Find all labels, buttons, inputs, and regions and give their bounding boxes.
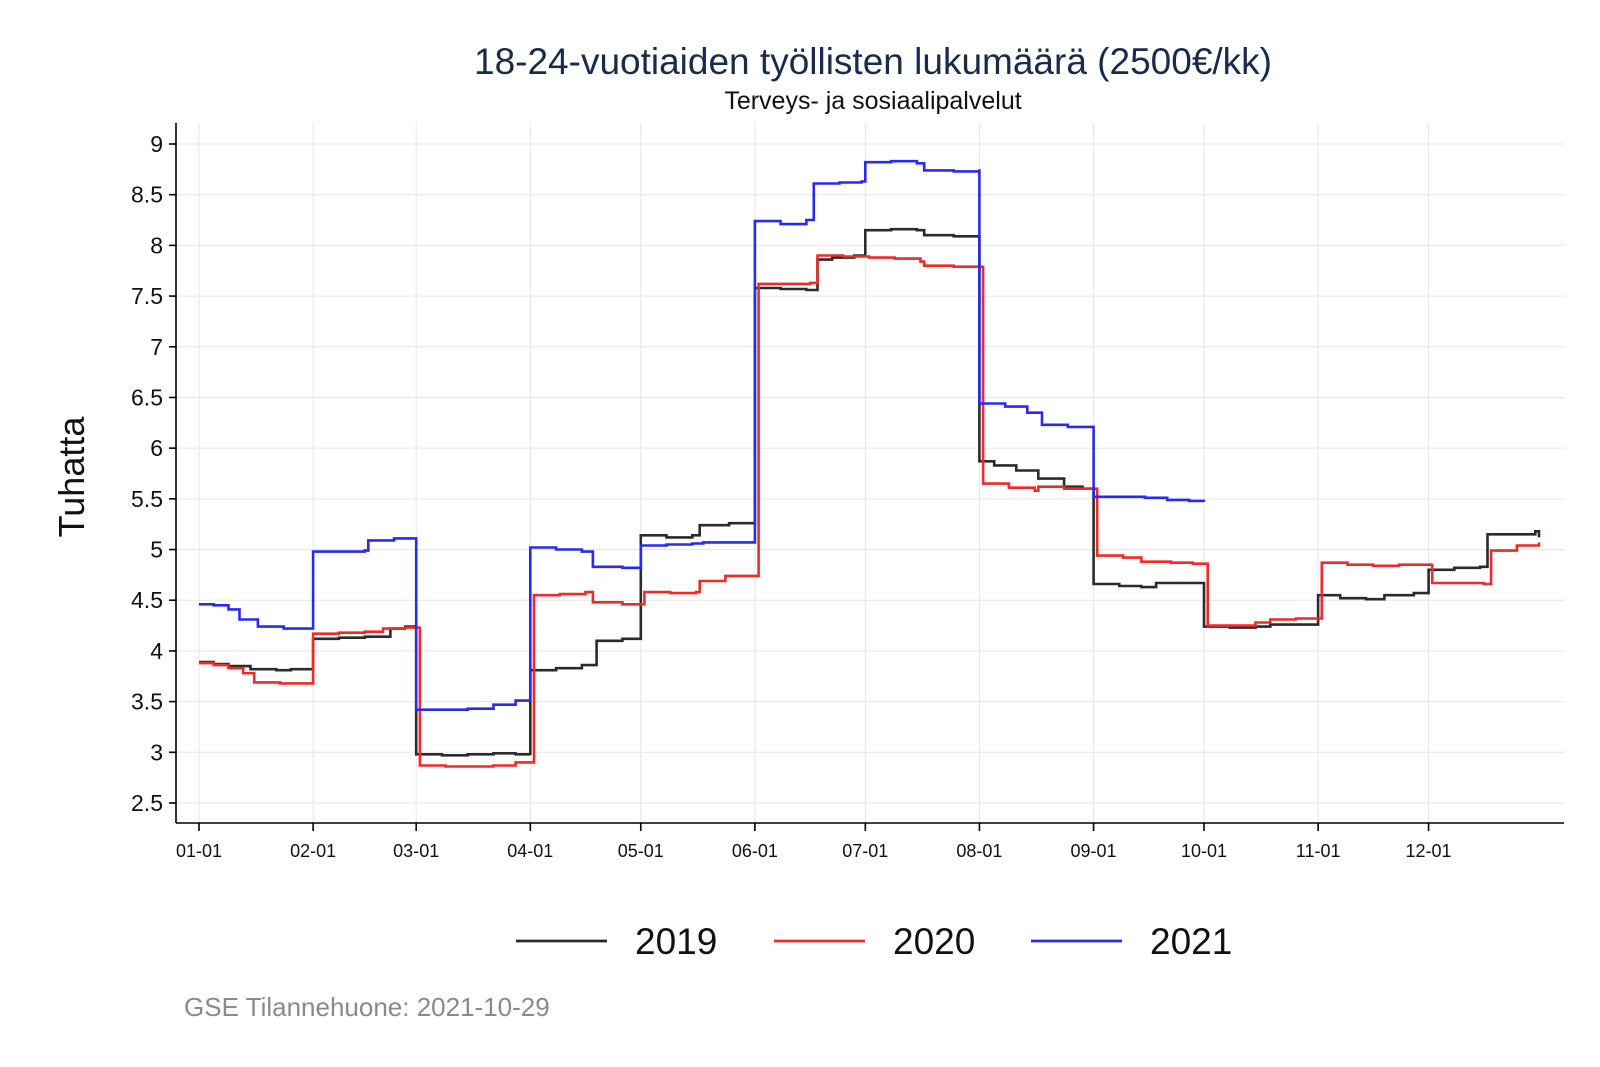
series-line-2019 [199, 227, 1541, 757]
y-tick-label: 6 [150, 435, 163, 461]
x-tick-label: 06-01 [732, 841, 778, 861]
legend-label-2020: 2020 [893, 921, 975, 962]
axes [175, 123, 1564, 824]
y-ticks: 2.5 3 3.5 4 4.5 5 5.5 6 6.5 7 7.5 8 8.5 9 [131, 131, 176, 816]
y-tick-label: 3.5 [131, 689, 163, 715]
y-tick-label: 9 [150, 131, 163, 157]
y-tick-label: 6.5 [131, 384, 163, 410]
y-axis-label: Tuhatta [51, 416, 92, 538]
y-tick-label: 3 [150, 739, 163, 765]
series-line-2021 [199, 159, 1206, 711]
y-tick-label: 7 [150, 334, 163, 360]
y-tick-label: 2.5 [131, 790, 163, 816]
x-tick-label: 11-01 [1296, 841, 1341, 861]
y-tick-label: 8.5 [131, 182, 163, 208]
y-tick-label: 7.5 [131, 283, 163, 309]
x-tick-label: 08-01 [956, 841, 1002, 861]
chart-title: 18-24-vuotiaiden työllisten lukumäärä (2… [474, 41, 1272, 82]
source-note: GSE Tilannehuone: 2021-10-29 [184, 992, 550, 1022]
y-tick-label: 4.5 [131, 587, 163, 613]
x-tick-label: 01-01 [176, 841, 222, 861]
y-tick-label: 4 [150, 638, 163, 664]
gridlines [176, 123, 1564, 823]
x-tick-label: 02-01 [290, 841, 336, 861]
y-tick-label: 8 [150, 232, 163, 258]
legend-label-2021: 2021 [1150, 921, 1232, 962]
chart-subtitle: Terveys- ja sosiaalipalvelut [724, 87, 1021, 115]
y-tick-label: 5.5 [131, 486, 163, 512]
x-tick-label: 09-01 [1071, 841, 1117, 861]
series-layer [199, 159, 1541, 768]
x-tick-label: 05-01 [618, 841, 664, 861]
x-tick-label: 12-01 [1406, 841, 1452, 861]
x-ticks: 01-01 02-01 03-01 04-01 05-01 06-01 07-01 08-01… [176, 823, 1452, 861]
x-tick-label: 03-01 [393, 841, 439, 861]
legend-label-2019: 2019 [635, 921, 717, 962]
legend: 2019 2020 2021 [516, 921, 1232, 962]
y-tick-label: 5 [150, 537, 163, 563]
series-line-2020 [199, 254, 1541, 768]
x-tick-label: 10-01 [1181, 841, 1227, 861]
x-tick-label: 04-01 [507, 841, 553, 861]
x-tick-label: 07-01 [842, 841, 888, 861]
